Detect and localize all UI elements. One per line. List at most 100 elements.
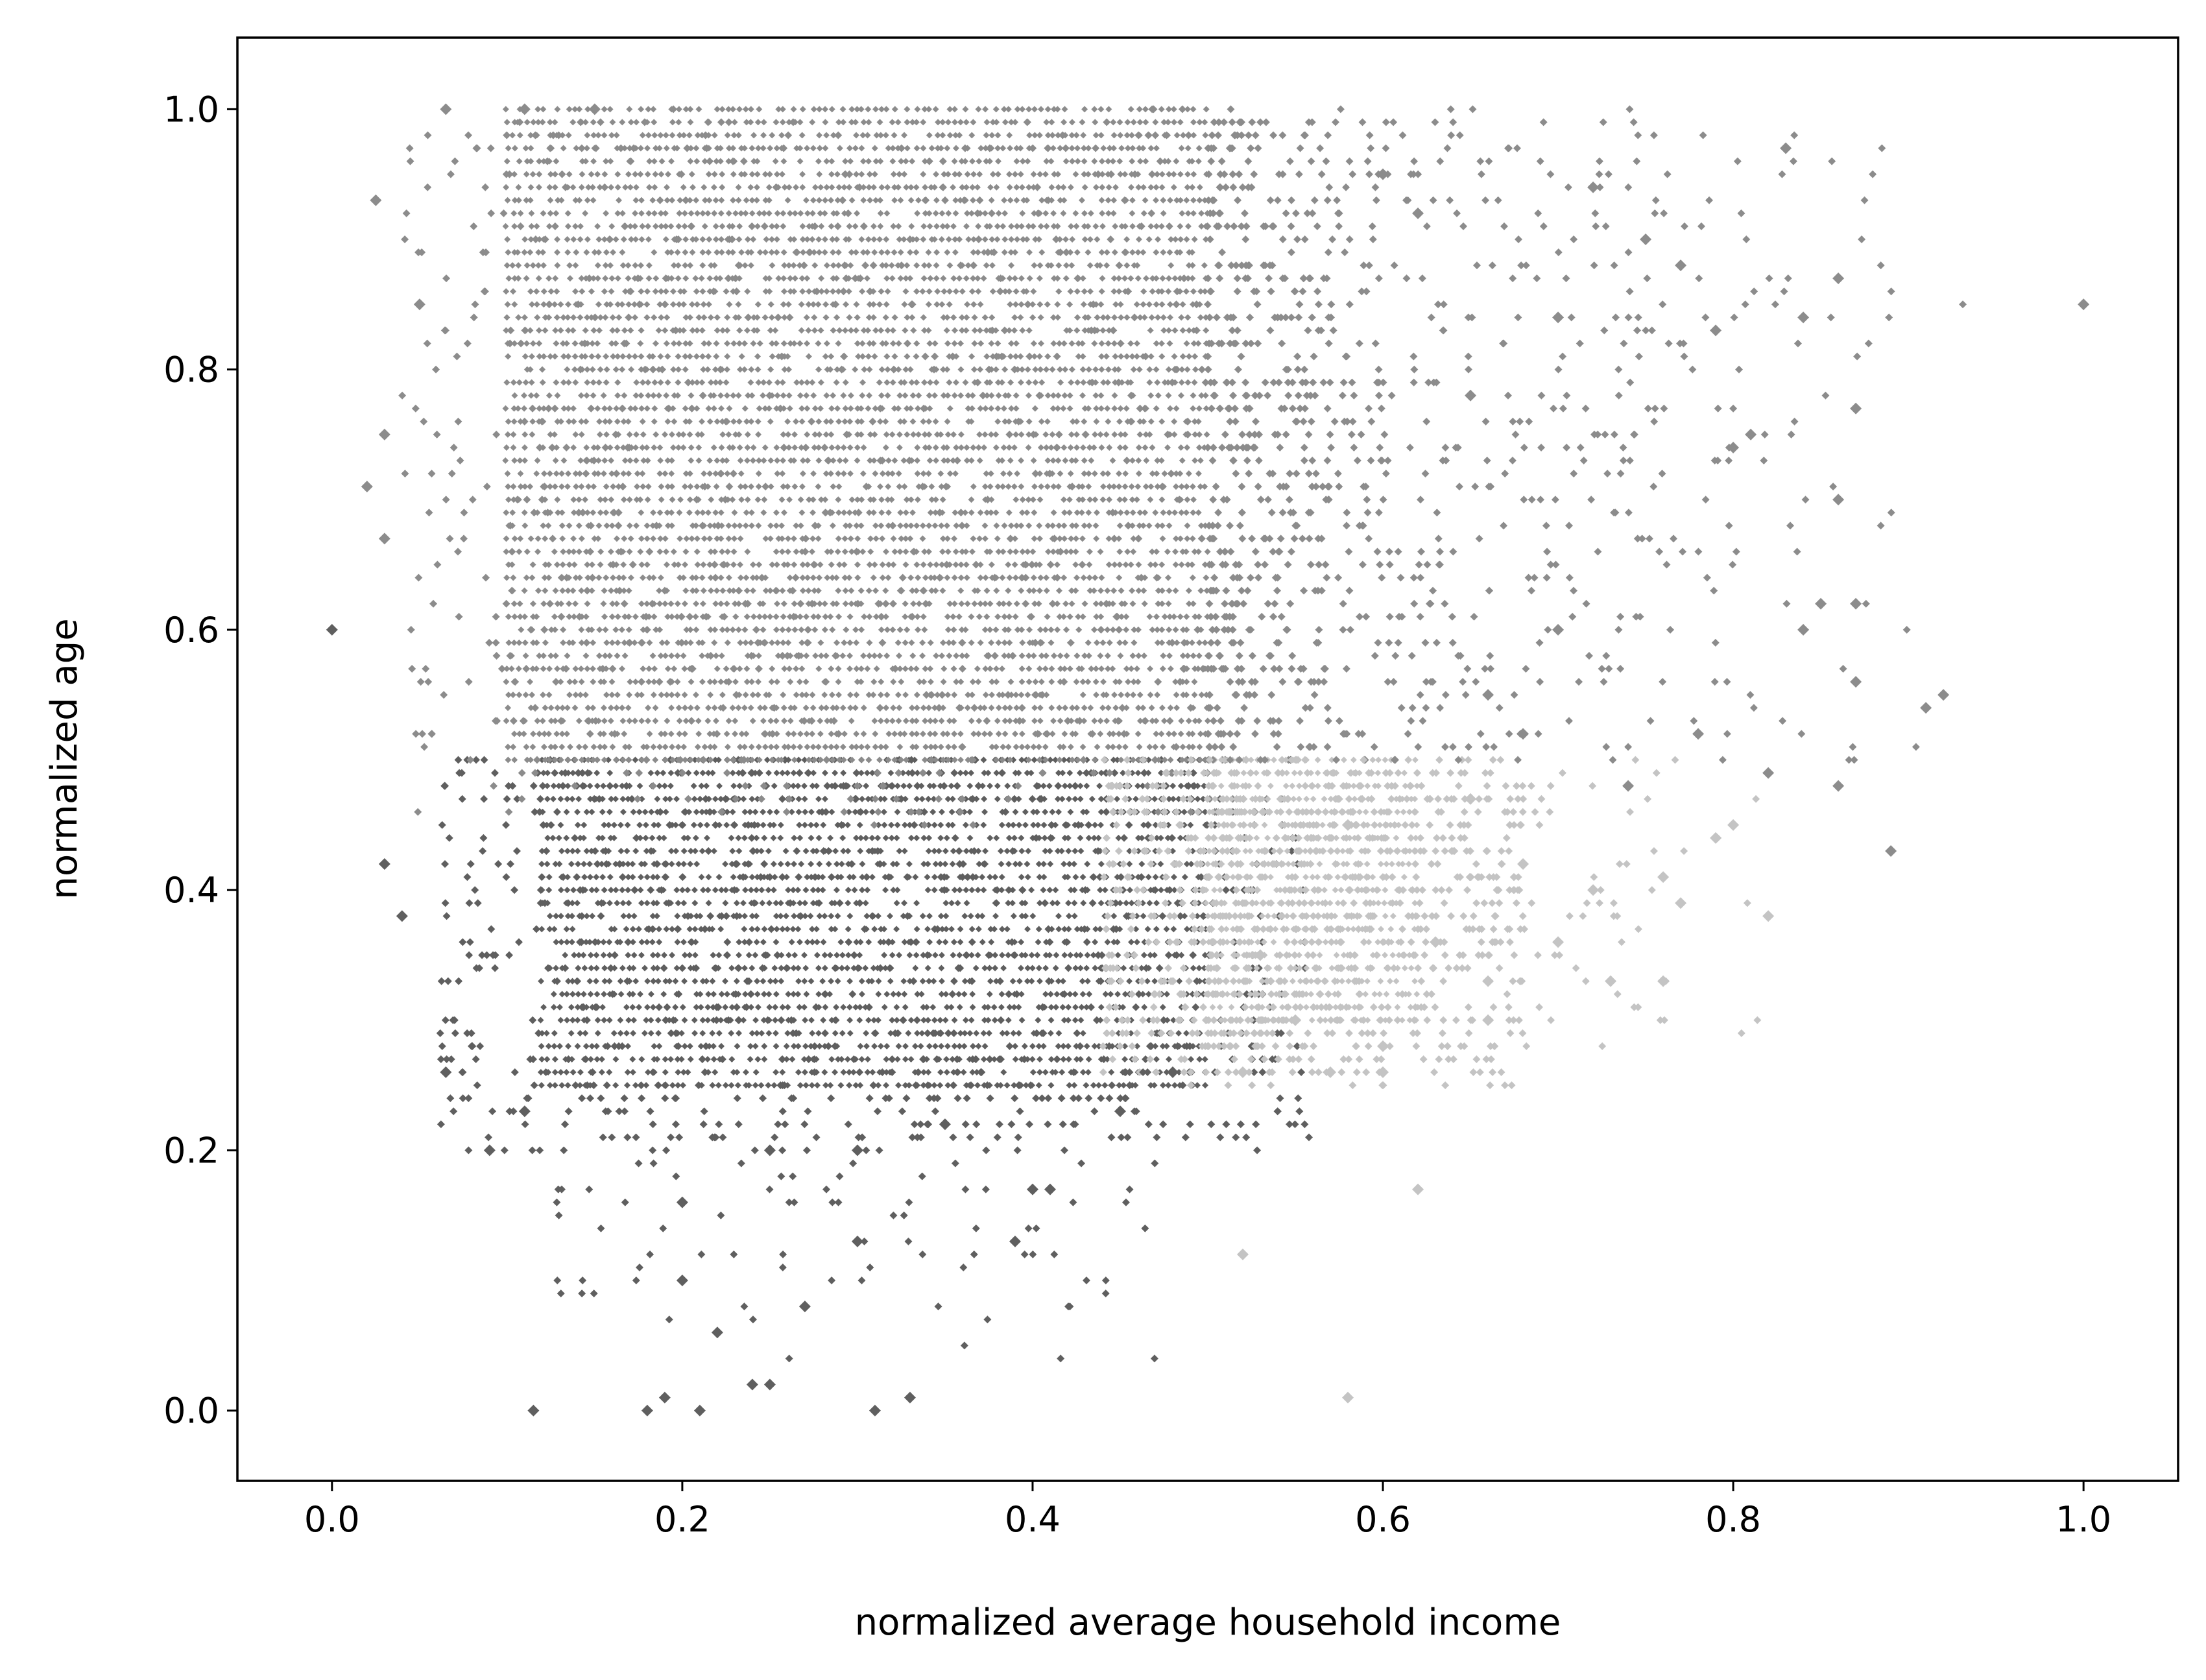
data-point [593, 990, 601, 998]
data-point [551, 1042, 558, 1050]
data-point [957, 939, 964, 946]
data-point [574, 1016, 581, 1024]
data-point [894, 1055, 901, 1062]
data-point [672, 978, 679, 985]
data-point [632, 978, 640, 985]
data-point [674, 913, 681, 920]
data-point [857, 1042, 864, 1050]
data-point [981, 1003, 988, 1011]
data-point [594, 1029, 601, 1037]
data-point [575, 990, 582, 998]
data-point [1163, 1042, 1170, 1050]
data-point [992, 978, 1000, 985]
data-point [643, 1082, 650, 1089]
data-point [1021, 1042, 1028, 1050]
data-point [1005, 952, 1012, 959]
data-point [778, 952, 785, 959]
data-point [551, 1069, 558, 1076]
data-point [538, 1055, 546, 1062]
data-point [722, 1003, 729, 1011]
data-point [889, 952, 896, 959]
data-point [736, 952, 743, 959]
data-point [558, 939, 565, 946]
data-point [1034, 952, 1041, 959]
data-point [850, 1069, 857, 1076]
data-point [913, 900, 920, 907]
data-point [951, 1016, 958, 1024]
data-point [797, 1082, 804, 1089]
data-point [943, 1003, 950, 1011]
data-point [1096, 926, 1103, 933]
data-point [606, 978, 613, 985]
data-point [675, 1069, 682, 1076]
data-point [1055, 1042, 1062, 1050]
data-point [1120, 965, 1127, 972]
data-point [564, 913, 571, 920]
data-point [853, 939, 860, 946]
data-point [948, 926, 955, 933]
data-point [693, 913, 700, 920]
data-point [625, 913, 632, 920]
data-point [582, 939, 590, 946]
data-point [1201, 1055, 1208, 1062]
data-point [718, 1042, 725, 1050]
data-point [679, 1003, 686, 1011]
data-point [564, 887, 571, 894]
data-point [1146, 900, 1153, 907]
data-point [864, 1069, 871, 1076]
data-point [846, 1082, 853, 1089]
data-point [667, 1055, 675, 1062]
data-point [754, 1055, 761, 1062]
data-point [1121, 1042, 1129, 1050]
data-point [1000, 1069, 1007, 1076]
data-point [874, 913, 881, 920]
data-point [594, 1016, 601, 1024]
data-point [650, 965, 657, 972]
data-point [569, 1069, 577, 1076]
data-point [1083, 1042, 1090, 1050]
data-point [961, 978, 968, 985]
data-point [649, 939, 656, 946]
data-point [852, 1082, 859, 1089]
data-point [942, 990, 950, 998]
data-point [816, 1042, 823, 1050]
data-point [747, 1055, 754, 1062]
data-point [1151, 952, 1158, 959]
data-point [598, 1069, 605, 1076]
data-point [1175, 1069, 1182, 1076]
data-point [1053, 990, 1061, 998]
data-point [587, 1055, 594, 1062]
data-point [1040, 1042, 1047, 1050]
data-point [649, 952, 656, 959]
data-point [973, 1029, 980, 1037]
data-point [1163, 1069, 1170, 1076]
data-point [893, 926, 900, 933]
data-point [1029, 913, 1037, 920]
data-point [985, 1029, 992, 1037]
data-point [937, 913, 944, 920]
data-point [969, 1069, 976, 1076]
data-point [1015, 1029, 1022, 1037]
data-point [649, 913, 656, 920]
data-point [653, 900, 660, 907]
data-point [813, 926, 820, 933]
data-point [773, 900, 780, 907]
data-point [1047, 1029, 1054, 1037]
data-point [766, 1003, 773, 1011]
data-point [546, 926, 553, 933]
data-point [1040, 887, 1047, 894]
data-point [724, 990, 731, 998]
data-point [864, 887, 871, 894]
data-point [926, 978, 933, 985]
data-point [581, 874, 588, 881]
data-point [626, 990, 633, 998]
data-point [865, 939, 872, 946]
data-point [1042, 952, 1049, 959]
data-point [926, 1042, 933, 1050]
data-point [1140, 913, 1147, 920]
data-point [1163, 990, 1170, 998]
data-point [583, 913, 590, 920]
data-point [900, 978, 907, 985]
data-point [840, 1069, 847, 1076]
data-point [697, 1042, 704, 1050]
